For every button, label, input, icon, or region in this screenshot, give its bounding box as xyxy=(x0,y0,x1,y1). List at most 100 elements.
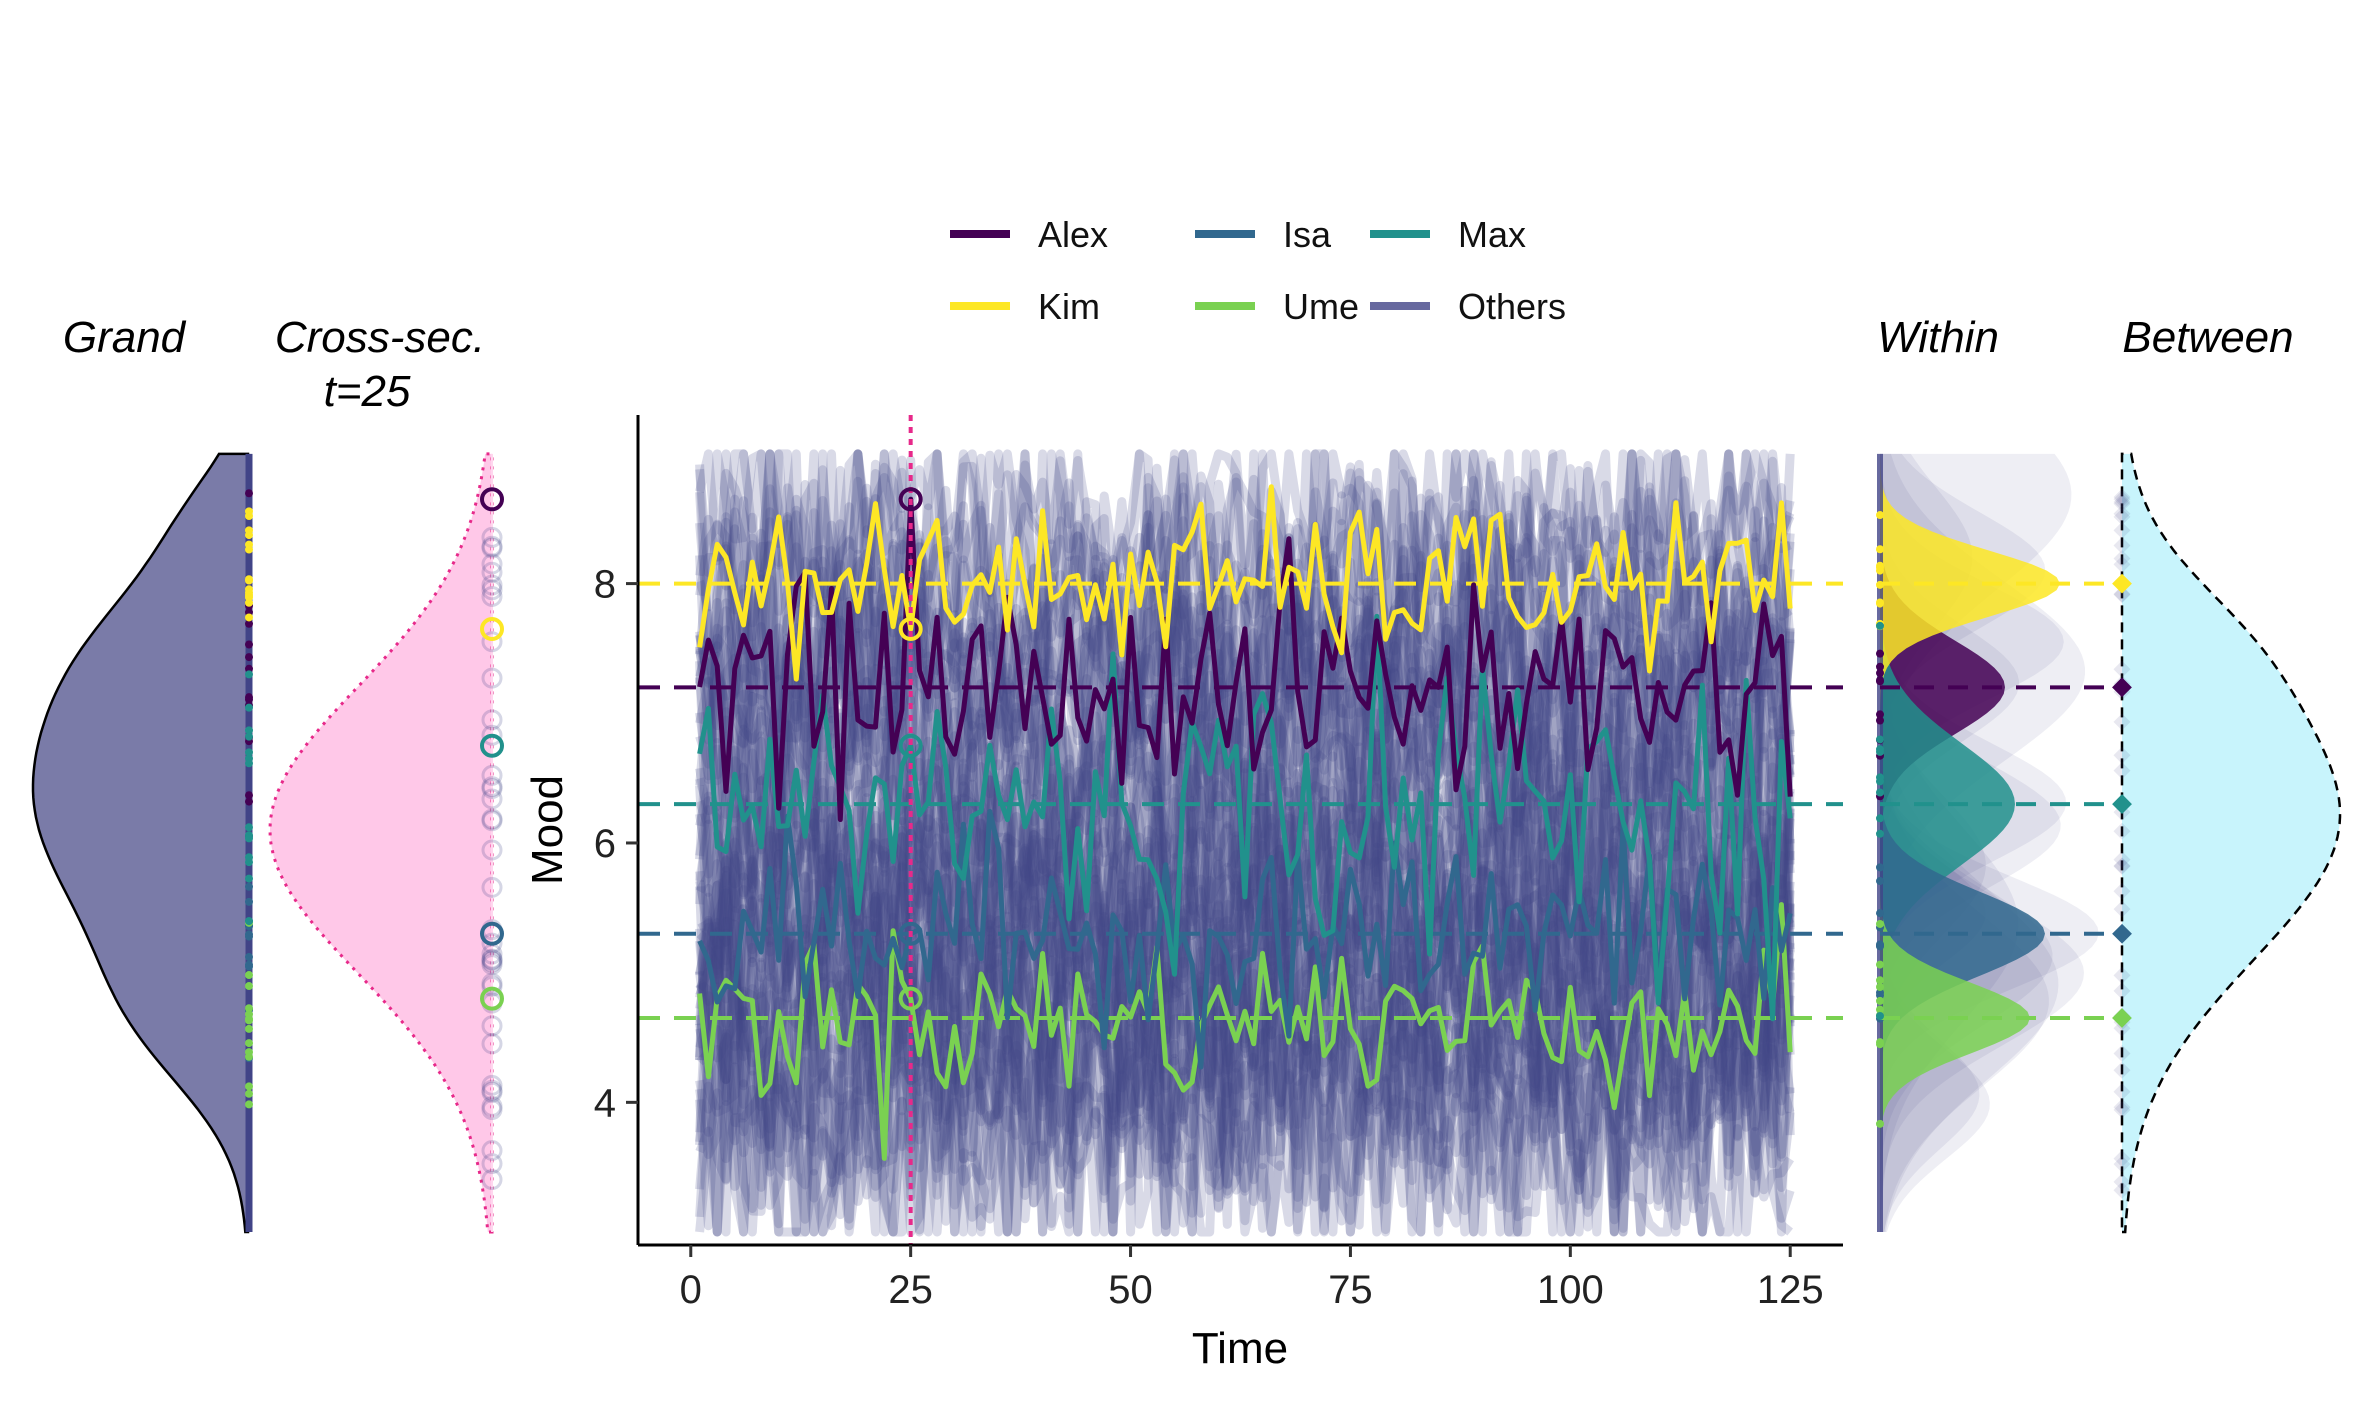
grand-point xyxy=(245,653,253,662)
between-other-point xyxy=(2113,488,2131,506)
others-line xyxy=(695,857,1795,1237)
within-point xyxy=(1876,919,1884,928)
grand-point xyxy=(245,1039,253,1048)
others-line xyxy=(695,449,1795,827)
others-line xyxy=(695,655,1795,1201)
legend-label-ume: Ume xyxy=(1283,286,1359,327)
grand-point xyxy=(245,748,253,757)
within-point xyxy=(1876,777,1884,786)
grand-point xyxy=(245,1024,253,1033)
x-tick-label: 50 xyxy=(1108,1268,1153,1312)
others-line xyxy=(695,449,1793,717)
legend-label-kim: Kim xyxy=(1038,286,1100,327)
within-point xyxy=(1876,662,1884,671)
within-point xyxy=(1876,909,1884,918)
x-tick-label: 0 xyxy=(680,1268,702,1312)
grand-point xyxy=(245,489,253,498)
grand-density xyxy=(31,452,250,1234)
cross-other-point xyxy=(481,972,503,994)
cross-other-point xyxy=(481,667,503,689)
others-line xyxy=(695,651,1795,1040)
grand-point xyxy=(245,971,253,980)
within-point xyxy=(1876,996,1884,1005)
within-point xyxy=(1876,747,1884,756)
y-axis-title: Mood xyxy=(523,775,572,885)
between-other-point xyxy=(2113,900,2131,918)
within-point xyxy=(1876,942,1884,951)
between-other-point xyxy=(2113,1098,2131,1116)
cross-other-point xyxy=(481,776,503,798)
others-line xyxy=(695,828,1795,1237)
others-line xyxy=(695,622,1795,1115)
cross-other-point xyxy=(481,574,503,596)
others-line xyxy=(695,449,1795,839)
grand-point xyxy=(245,960,253,969)
others-line xyxy=(695,895,1795,1237)
between-other-point xyxy=(2113,713,2131,731)
between-panel xyxy=(2112,452,2342,1234)
between-point-kim xyxy=(2112,573,2132,594)
series-line-alex xyxy=(697,496,1793,822)
cross-other-point xyxy=(481,778,503,800)
cross-other-point xyxy=(481,526,503,548)
legend-label-alex: Alex xyxy=(1038,214,1108,255)
y-tick-label: 8 xyxy=(594,563,616,607)
grand-point xyxy=(245,670,253,679)
within-point xyxy=(1876,710,1884,719)
legend: Alex Kim Isa Ume Max Others xyxy=(950,214,1566,327)
grand-point xyxy=(245,932,253,941)
within-point xyxy=(1876,1038,1884,1047)
cross-other-point xyxy=(481,1139,503,1161)
others-line xyxy=(695,772,1795,1169)
others-line xyxy=(695,837,1795,1169)
within-point xyxy=(1876,960,1884,969)
grand-point xyxy=(245,834,253,843)
between-other-point xyxy=(2113,1150,2131,1168)
grand-point xyxy=(245,591,253,600)
within-point xyxy=(1876,877,1884,886)
panel-title-grand: Grand xyxy=(63,313,187,362)
others-line xyxy=(695,918,1795,1237)
within-point xyxy=(1876,1012,1884,1021)
within-point xyxy=(1876,716,1884,725)
cross-section-marker xyxy=(898,415,923,1245)
cross-other-point xyxy=(481,876,503,898)
series-line-kim xyxy=(697,484,1793,682)
others-line xyxy=(695,456,1795,845)
cross-other-point xyxy=(481,724,503,746)
cross-other-point xyxy=(481,932,503,954)
others-line xyxy=(695,476,1795,935)
cross-point-alex xyxy=(898,487,923,512)
between-other-point xyxy=(2113,493,2131,511)
highlighted-series xyxy=(697,484,1793,1161)
cross-other-point xyxy=(481,948,503,970)
within-point xyxy=(1876,599,1884,608)
within-point xyxy=(1876,991,1884,1000)
cross-panel-point-alex xyxy=(480,487,504,512)
others-line xyxy=(695,449,1795,765)
cross-panel-point-isa xyxy=(480,921,504,946)
y-tick-label: 6 xyxy=(594,822,616,866)
cross-other-point xyxy=(481,954,503,976)
within-point xyxy=(1876,676,1884,685)
grand-point xyxy=(245,874,253,883)
cross-other-point xyxy=(481,631,503,653)
between-point-ume xyxy=(2112,1008,2132,1028)
grand-point xyxy=(245,664,253,673)
grand-point xyxy=(245,1100,253,1109)
legend-label-isa: Isa xyxy=(1283,214,1332,255)
grand-point xyxy=(245,823,253,832)
cross-other-point xyxy=(481,810,503,832)
cross-other-point xyxy=(481,1153,503,1175)
grand-point xyxy=(245,613,253,622)
grand-point xyxy=(245,1052,253,1061)
within-density-ume xyxy=(1880,453,2030,1232)
cross-other-point xyxy=(481,1099,503,1121)
grand-point xyxy=(245,703,253,712)
others-line xyxy=(695,594,1795,996)
grand-point xyxy=(245,882,253,891)
cross-other-point xyxy=(481,561,503,583)
between-other-point xyxy=(2113,550,2131,567)
grand-panel xyxy=(31,452,253,1234)
x-tick-label: 100 xyxy=(1537,1268,1604,1312)
